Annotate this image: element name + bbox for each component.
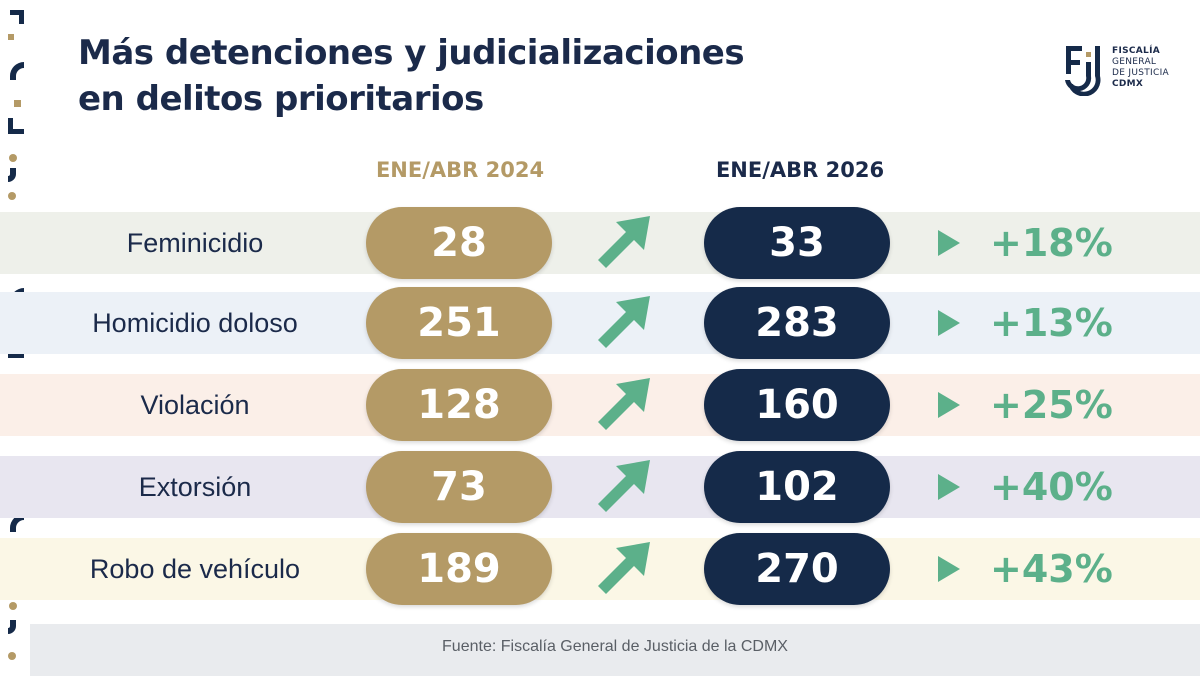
row-label: Extorsión [138,471,252,502]
play-triangle-icon [938,230,960,256]
row-label: Violación [140,389,250,420]
table-row-extorsion: Extorsión 73 102 +40% [0,451,1200,523]
percent-change: +18% [990,221,1113,265]
value-2026: 102 [704,451,890,523]
logo-line-1: FISCALÍA [1112,46,1160,56]
value-2024: 189 [366,533,552,605]
logo-line-4: CDMX [1112,79,1144,89]
column-header-2026: ENE/ABR 2026 [715,158,885,182]
up-arrow-icon [598,296,650,348]
title-line-2: en delitos prioritarios [78,79,484,119]
table-row-homicidio: Homicidio doloso 251 283 +13% [0,287,1200,359]
table-row-feminicidio: Feminicidio 28 33 +18% [0,207,1200,279]
logo-line-3: DE JUSTICIA [1112,68,1169,78]
play-triangle-icon [938,392,960,418]
play-triangle-icon [938,556,960,582]
table-row-violacion: Violación 128 160 +25% [0,369,1200,441]
play-triangle-icon [938,474,960,500]
source-band [30,624,1200,676]
value-2024: 128 [366,369,552,441]
play-triangle-icon [938,310,960,336]
up-arrow-icon [598,378,650,430]
up-arrow-icon [598,542,650,594]
value-2026: 160 [704,369,890,441]
percent-change: +43% [990,547,1113,591]
value-2024: 251 [366,287,552,359]
percent-change: +25% [990,383,1113,427]
value-2026: 283 [704,287,890,359]
title-line-1: Más detenciones y judicializaciones [78,33,745,73]
percent-change: +13% [990,301,1113,345]
up-arrow-icon [598,460,650,512]
logo-text: FISCALÍA GENERAL DE JUSTICIA CDMX [1112,46,1169,90]
value-2024: 28 [366,207,552,279]
column-header-2024: ENE/ABR 2024 [375,158,545,182]
page-title: Más detenciones y judicializaciones en d… [78,30,838,122]
source-note: Fuente: Fiscalía General de Justicia de … [442,638,788,655]
fgj-logo-icon [1065,46,1101,96]
row-label: Homicidio doloso [92,307,298,338]
up-arrow-icon [598,216,650,268]
value-2026: 33 [704,207,890,279]
value-2026: 270 [704,533,890,605]
row-label: Robo de vehículo [89,553,301,584]
logo-line-2: GENERAL [1112,57,1157,67]
row-label: Feminicidio [126,227,264,258]
value-2024: 73 [366,451,552,523]
percent-change: +40% [990,465,1113,509]
table-row-robo: Robo de vehículo 189 270 +43% [0,533,1200,605]
